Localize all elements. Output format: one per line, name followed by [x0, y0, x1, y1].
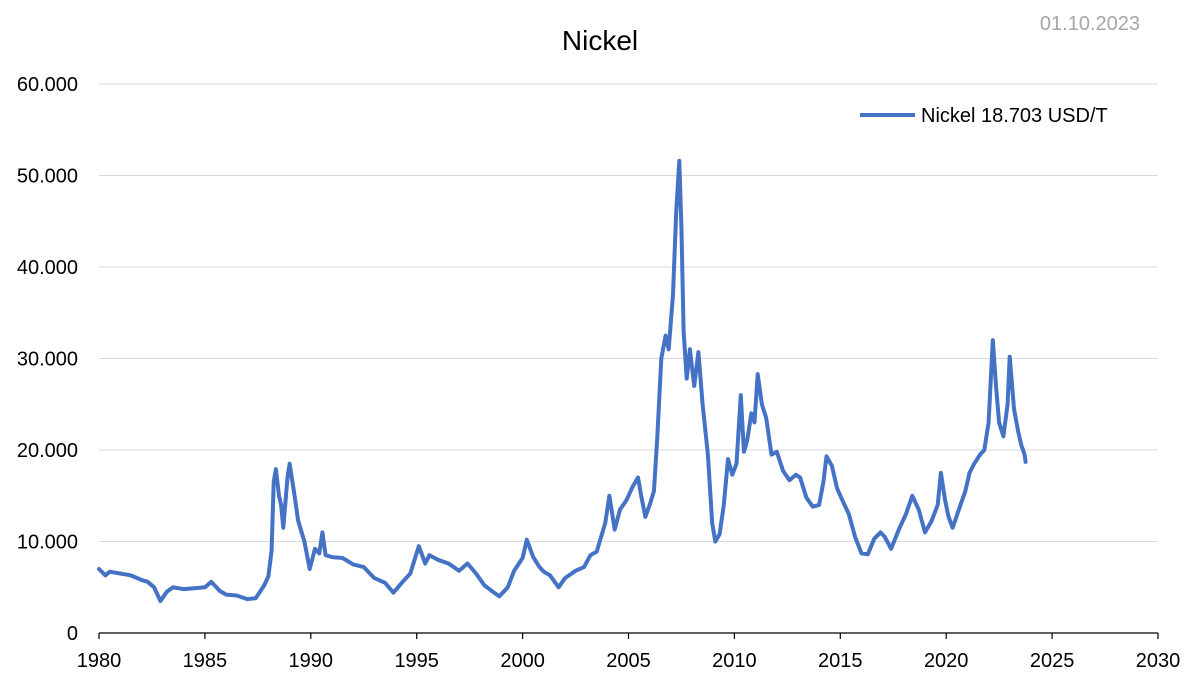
y-tick-label: 60.000	[17, 74, 78, 96]
y-axis: 0 10.000 20.000 30.000 40.000 50.000 60.000	[17, 74, 78, 645]
date-label: 01.10.2023	[1040, 13, 1140, 35]
x-tick-label: 1990	[289, 650, 334, 672]
x-tick-label: 1980	[77, 650, 122, 672]
legend: Nickel 18.703 USD/T	[860, 105, 1108, 127]
x-tick-label: 2010	[712, 650, 757, 672]
series-line-nickel	[97, 158, 1028, 603]
gridlines	[99, 83, 1158, 542]
series-layer	[97, 158, 1028, 603]
x-axis: 1980 1985 1990 1995 2000 2005 2010 2015 2020 2025…	[77, 632, 1181, 672]
x-tick-label: 2015	[818, 650, 863, 672]
x-tick-label: 2030	[1136, 650, 1181, 672]
x-tick-label: 2000	[500, 650, 545, 672]
x-tick-label: 2020	[924, 650, 969, 672]
x-tick-label: 1985	[183, 650, 228, 672]
y-tick-label: 0	[67, 623, 78, 645]
y-tick-label: 10.000	[17, 532, 78, 554]
x-tick-label: 1995	[394, 650, 439, 672]
legend-label: Nickel 18.703 USD/T	[921, 105, 1108, 127]
chart-title: Nickel	[562, 25, 638, 56]
y-tick-label: 30.000	[17, 349, 78, 371]
x-tick-label: 2025	[1030, 650, 1075, 672]
y-tick-label: 20.000	[17, 440, 78, 462]
y-tick-label: 40.000	[17, 257, 78, 279]
y-tick-label: 50.000	[17, 166, 78, 188]
x-tick-label: 2005	[606, 650, 651, 672]
